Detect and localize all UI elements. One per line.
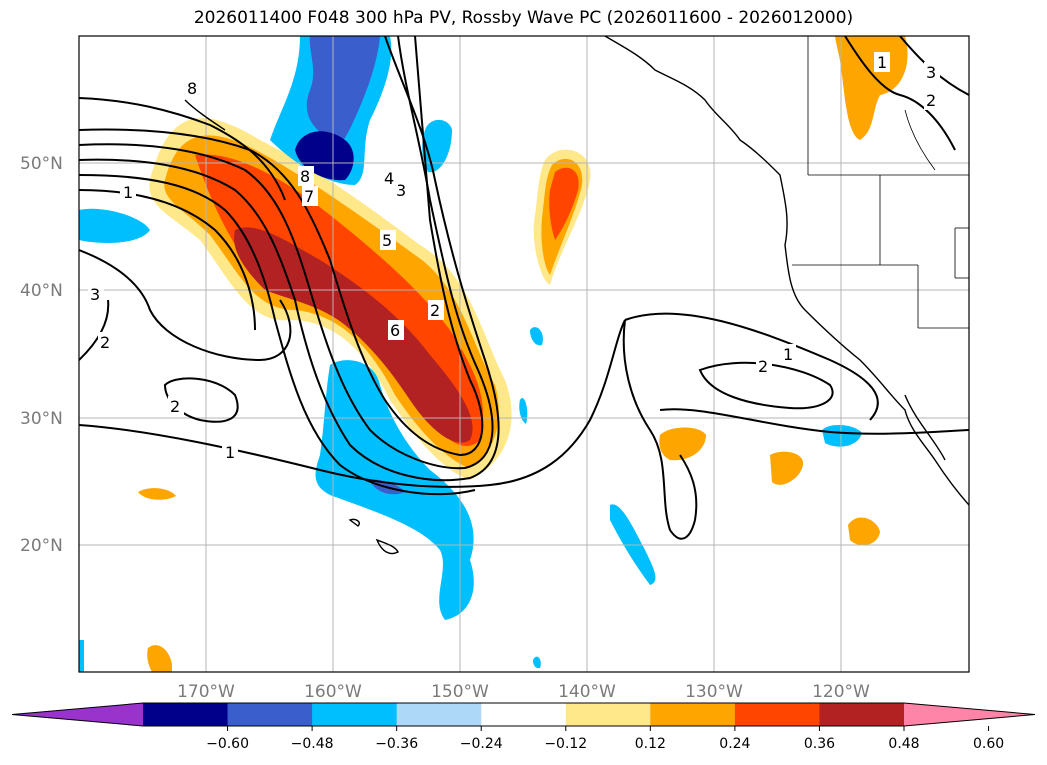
svg-text:2: 2	[100, 333, 110, 352]
contour-label-2d: 2	[428, 300, 444, 320]
lon-label-170w: 170°W	[177, 682, 235, 702]
coastlines	[184, 36, 969, 555]
colorbar-segment	[819, 703, 905, 726]
colorbar-tick-label: 0.36	[804, 736, 835, 752]
longitude-labels: 170°W 160°W 150°W 140°W 130°W 120°W	[177, 682, 870, 702]
map-frame	[78, 35, 970, 673]
svg-text:4: 4	[384, 169, 394, 188]
lat-label-40: 40°N	[20, 281, 63, 301]
contour-label-5: 5	[380, 230, 396, 250]
svg-text:3: 3	[926, 63, 936, 82]
colorbar-tick-label: −0.24	[460, 736, 503, 752]
colorbar-segment	[312, 703, 398, 726]
contour-label-8a: 8	[298, 166, 314, 186]
colorbar-segment	[227, 703, 313, 726]
contour-label-7: 7	[302, 186, 318, 206]
lat-label-30: 30°N	[20, 409, 63, 429]
colorbar-tick-label: −0.48	[291, 736, 334, 752]
contour-label-3c: 3	[924, 62, 940, 82]
colorbar-tick-label: 0.48	[888, 736, 919, 752]
contour-label-1b: 1	[222, 442, 238, 462]
colorbar-outline	[11, 702, 1036, 727]
contour-label-2e: 2	[924, 90, 940, 110]
contour-labels: 1 1 1 1 2 2 2 2 2 3 3 3 4 5 6 7 8 8	[88, 52, 940, 462]
svg-text:1: 1	[225, 443, 235, 462]
political-borders	[792, 36, 969, 329]
colorbar-segment	[565, 703, 651, 726]
contour-label-8b: 8	[185, 78, 201, 98]
latitude-labels: 50°N 40°N 30°N 20°N	[20, 154, 63, 556]
contour-label-6: 6	[388, 320, 404, 340]
colorbar-extend-low	[12, 703, 143, 726]
svg-text:3: 3	[90, 285, 100, 304]
colorbar-segment	[143, 703, 229, 726]
svg-text:6: 6	[390, 321, 400, 340]
colorbar-tick-label: −0.60	[206, 736, 249, 752]
colorbar-tick-label: 0.24	[719, 736, 750, 752]
map-title: 2026011400 F048 300 hPa PV, Rossby Wave …	[193, 8, 854, 28]
colorbar-extend-high	[904, 703, 1035, 726]
colorbar-tick-label: −0.36	[375, 736, 418, 752]
colorbar: −0.60 −0.48 −0.36 −0.24 −0.12 0.12 0.24 0.36 0.4…	[11, 702, 1036, 752]
contour-label-2a: 2	[98, 332, 114, 352]
svg-text:8: 8	[187, 79, 197, 98]
positive-anomaly-band	[149, 117, 512, 481]
colorbar-segment	[734, 703, 820, 726]
colorbar-tick-label: 0.12	[635, 736, 666, 752]
map-content: 1 1 1 1 2 2 2 2 2 3 3 3 4 5 6 7 8 8	[79, 36, 969, 672]
svg-text:2: 2	[430, 301, 440, 320]
svg-text:5: 5	[382, 231, 392, 250]
contour-label-1a: 1	[120, 182, 136, 202]
svg-text:8: 8	[300, 167, 310, 186]
colorbar-segment	[650, 703, 736, 726]
contour-label-3a: 3	[88, 284, 104, 304]
lon-label-160w: 160°W	[304, 682, 362, 702]
svg-text:2: 2	[170, 397, 180, 416]
svg-text:1: 1	[783, 345, 793, 364]
colorbar-tick-label: −0.12	[544, 736, 587, 752]
lat-label-50: 50°N	[20, 154, 63, 174]
svg-text:1: 1	[123, 183, 133, 202]
contour-label-2c: 2	[756, 356, 772, 376]
lon-label-140w: 140°W	[558, 682, 616, 702]
colorbar-tick-label: 0.60	[973, 736, 1004, 752]
svg-text:7: 7	[304, 187, 314, 206]
lon-label-150w: 150°W	[431, 682, 489, 702]
svg-text:2: 2	[926, 91, 936, 110]
contour-label-1c: 1	[780, 344, 796, 364]
svg-text:2: 2	[758, 357, 768, 376]
svg-text:3: 3	[396, 181, 406, 200]
lon-label-130w: 130°W	[685, 682, 743, 702]
contour-label-1d: 1	[874, 52, 890, 72]
contour-label-2b: 2	[168, 396, 184, 416]
colorbar-segment	[481, 703, 567, 726]
svg-text:1: 1	[877, 53, 887, 72]
contour-label-4: 4	[382, 168, 398, 188]
lon-label-120w: 120°W	[812, 682, 870, 702]
colorbar-segment	[396, 703, 482, 726]
lat-label-20: 20°N	[20, 536, 63, 556]
